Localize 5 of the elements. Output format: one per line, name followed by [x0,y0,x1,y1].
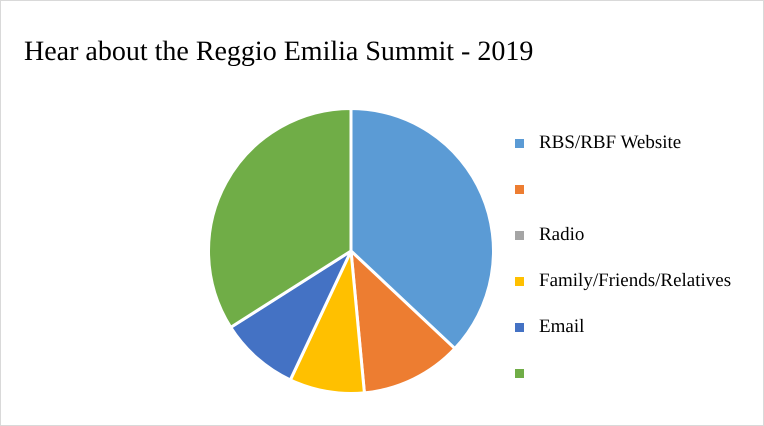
legend-label: RBS/RBF Website [539,132,682,153]
legend-label: Radio [539,224,584,245]
legend-label: Family/Friends/Relatives [539,270,732,291]
legend-label: Email [539,316,584,337]
chart-title: Hear about the Reggio Emilia Summit - 2019 [24,36,534,68]
